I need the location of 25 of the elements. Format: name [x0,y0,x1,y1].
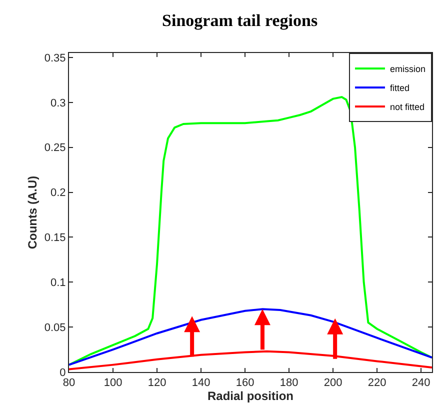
y-tick-label: 0.25 [44,142,66,154]
x-tick-label: 200 [324,377,342,390]
x-tick-label: 140 [192,377,210,390]
y-tick-label: 0.2 [50,187,66,200]
x-tick-label: 160 [236,377,254,390]
line-series [69,308,432,366]
line-series [69,96,432,366]
x-tick-label: 120 [148,377,166,390]
legend-label: emission [390,64,426,74]
y-tick-label: 0.05 [44,322,66,334]
y-tick-label: 0.15 [44,232,66,244]
y-tick-label: 0.1 [50,276,66,289]
x-tick-label: 100 [104,377,122,390]
legend-label: fitted [390,83,410,94]
x-axis-title: Radial position [207,389,294,404]
y-tick-label: 0.3 [50,97,66,110]
y-tick-label: 0.35 [44,52,66,64]
x-tick-label: 180 [280,377,298,390]
x-tick-label: 80 [62,377,76,390]
x-tick-label: 220 [368,377,386,390]
y-axis-title: Counts (A.U) [26,176,40,250]
x-tick-label: 240 [412,377,430,390]
chart-title: Sinogram tail regions [162,11,318,30]
y-tick-label: 0 [60,366,66,379]
legend-label: not fitted [390,102,425,112]
